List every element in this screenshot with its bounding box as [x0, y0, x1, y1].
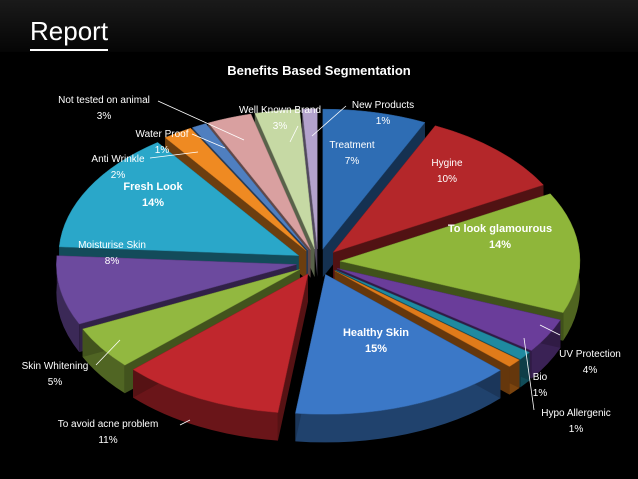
label-water-proof: Water Proof [136, 129, 189, 140]
pct-to-avoid-acne-problem: 11% [98, 435, 117, 446]
pct-skin-whitening: 5% [48, 377, 63, 388]
slice-bio [334, 270, 520, 367]
label-fresh-look: Fresh Look [123, 181, 183, 193]
slice-wall-to-avoid-acne-problem [277, 273, 309, 441]
label-well-known-brand: Well Known Brand [239, 105, 321, 116]
pct-new-products: 1% [376, 116, 391, 127]
label-new-products: New Products [352, 100, 414, 111]
leader-line-hypo-allergenic [523, 337, 535, 411]
slice-hypo-allergenic [335, 269, 531, 360]
label-anti-wrinkle: Anti Wrinkle [91, 154, 145, 165]
slice-side-to-avoid-acne-problem [133, 369, 278, 441]
slice-hygine [332, 125, 544, 253]
pct-not-tested-on-animal: 3% [97, 111, 112, 122]
label-skin-whitening: Skin Whitening [22, 361, 89, 372]
leader-line-well-known-brand [289, 125, 299, 143]
leader-line-anti-wrinkle [149, 151, 199, 159]
leader-line-not-tested-on-animal [157, 100, 245, 141]
slice-uv-protection [337, 268, 561, 351]
label-hypo-allergenic: Hypo Allergenic [541, 408, 610, 419]
label-hygine: Hygine [431, 158, 463, 169]
pct-fresh-look: 14% [142, 197, 164, 209]
label-not-tested-on-animal: Not tested on animal [58, 95, 150, 106]
pct-well-known-brand: 3% [273, 121, 288, 132]
pct-moisturise-skin: 8% [105, 256, 120, 267]
chart-title: Benefits Based Segmentation [227, 63, 411, 78]
leader-line-skin-whitening [95, 339, 121, 366]
pct-treatment: 7% [345, 156, 360, 167]
leader-line-new-products [311, 105, 347, 137]
slice-not-tested-on-animal [207, 113, 311, 250]
slice-new-products [301, 108, 318, 249]
pct-uv-protection: 4% [583, 365, 598, 376]
label-to-avoid-acne-problem: To avoid acne problem [58, 419, 159, 430]
slice-wall-new-products [302, 109, 318, 277]
slice-water-proof [191, 123, 309, 251]
slice-moisturise-skin [56, 255, 297, 325]
slice-to-look-glamourous [339, 193, 581, 313]
slice-well-known-brand [254, 108, 315, 250]
leader-line-water-proof [191, 133, 226, 149]
label-healthy-skin: Healthy Skin [343, 327, 409, 339]
page-title: Report [30, 16, 109, 46]
label-to-look-glamourous: To look glamourous [448, 223, 552, 235]
slice-healthy-skin [295, 274, 501, 415]
slice-fresh-look [58, 142, 300, 256]
slice-to-avoid-acne-problem [132, 273, 309, 413]
label-treatment: Treatment [329, 140, 374, 151]
slice-side-healthy-skin [295, 370, 501, 443]
pct-to-look-glamourous: 14% [489, 239, 511, 251]
leader-line-uv-protection [539, 324, 561, 336]
label-moisturise-skin: Moisturise Skin [78, 240, 146, 251]
pct-hypo-allergenic: 1% [569, 424, 584, 435]
pct-anti-wrinkle: 2% [111, 170, 126, 181]
pct-bio: 1% [533, 388, 548, 399]
slice-treatment [322, 108, 426, 250]
label-bio: Bio [533, 372, 548, 383]
label-uv-protection: UV Protection [559, 349, 621, 360]
slice-skin-whitening [82, 269, 300, 366]
slice-anti-wrinkle [164, 127, 307, 252]
header-bar [0, 0, 638, 52]
pct-water-proof: 1% [155, 145, 170, 156]
title-underline [30, 49, 108, 51]
pct-hygine: 10% [437, 174, 457, 185]
leader-line-to-avoid-acne-problem [179, 419, 191, 426]
slice-side-moisturise-skin [56, 255, 80, 353]
pct-healthy-skin: 15% [365, 343, 387, 355]
